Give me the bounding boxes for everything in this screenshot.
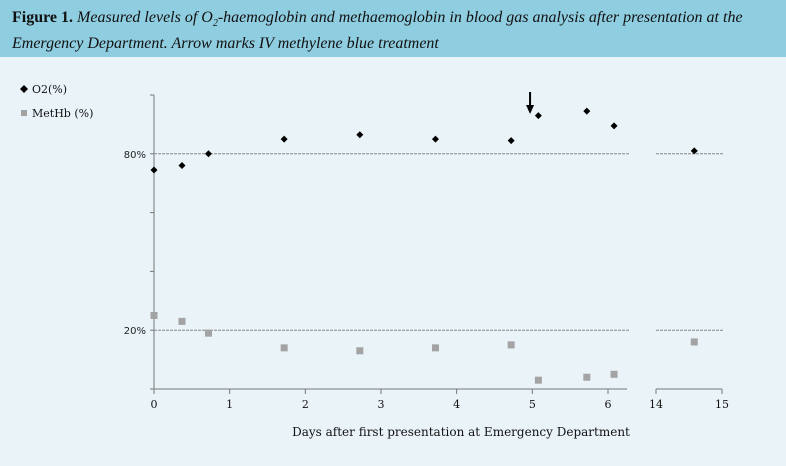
methb-point bbox=[534, 376, 542, 384]
x-tick-label: 5 bbox=[529, 398, 536, 411]
o2-point bbox=[610, 122, 618, 130]
legend-o2-label: O2(%) bbox=[32, 83, 67, 96]
methb-point bbox=[690, 338, 698, 346]
x-tick-label: 2 bbox=[302, 398, 309, 411]
o2-point bbox=[534, 112, 542, 120]
treatment-arrow-head bbox=[526, 105, 535, 114]
x-axis-title: Days after first presentation at Emergen… bbox=[292, 425, 630, 439]
x-tick-label: 1 bbox=[226, 398, 233, 411]
methb-point bbox=[204, 329, 212, 337]
x-tick-label: 4 bbox=[453, 398, 460, 411]
o2-point bbox=[178, 162, 186, 170]
o2-point bbox=[150, 166, 158, 174]
legend-methb-label: MetHb (%) bbox=[32, 107, 93, 120]
o2-point bbox=[690, 147, 698, 155]
scatter-chart: 80% 20% 0 1 2 3 4 5 6 14 15 Days after first presen… bbox=[20, 83, 729, 439]
methb-point bbox=[150, 312, 158, 319]
y-tick-label: 20% bbox=[124, 326, 146, 337]
o2-point bbox=[507, 137, 515, 145]
legend-o2-marker bbox=[20, 85, 28, 93]
methb-point bbox=[583, 373, 591, 381]
o2-point bbox=[280, 135, 288, 143]
o2-point bbox=[356, 131, 364, 139]
o2-point bbox=[583, 107, 591, 115]
legend: O2(%) MetHb (%) bbox=[20, 83, 93, 120]
caption-subscript: 2 bbox=[212, 18, 218, 30]
x-tick-label: 3 bbox=[378, 398, 385, 411]
figure-caption: Figure 1. Measured levels of O2-haemoglo… bbox=[0, 0, 786, 57]
methb-point bbox=[280, 344, 288, 352]
x-tick-label: 15 bbox=[715, 398, 729, 411]
x-tick-label: 14 bbox=[649, 398, 663, 411]
x-tick-label: 6 bbox=[605, 398, 612, 411]
methb-point bbox=[507, 341, 515, 349]
x-tick-label: 0 bbox=[151, 398, 158, 411]
methb-point bbox=[356, 347, 364, 355]
methb-point bbox=[610, 370, 618, 378]
y-tick-label: 80% bbox=[124, 150, 146, 161]
methb-point bbox=[178, 317, 186, 325]
methb-point bbox=[431, 344, 439, 352]
chart-panel: 80% 20% 0 1 2 3 4 5 6 14 15 Days after first presen… bbox=[2, 57, 784, 462]
caption-text-b: -haemoglobin and methaemoglobin in blood… bbox=[12, 9, 743, 53]
caption-text-a: Measured levels of O bbox=[77, 9, 213, 26]
o2-point bbox=[431, 135, 439, 143]
o2-point bbox=[204, 150, 212, 158]
figure-label: Figure 1. bbox=[12, 9, 74, 26]
legend-methb-marker bbox=[21, 110, 27, 116]
